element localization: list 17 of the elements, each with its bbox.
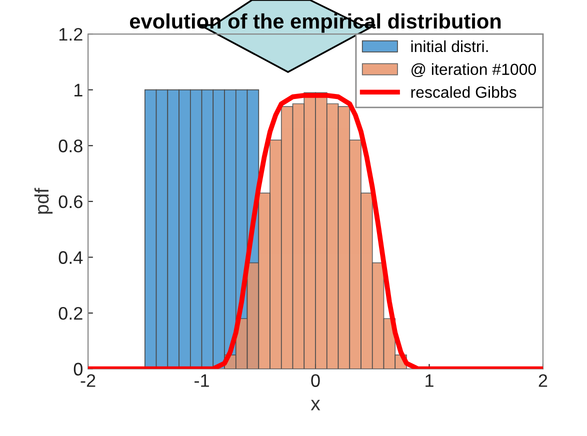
x-tick-label: 2	[538, 374, 548, 387]
y-tick-label: 0.6	[58, 195, 82, 208]
y-axis-title: pdf	[34, 188, 53, 214]
legend-label: initial distri.	[411, 40, 488, 52]
y-tick-label: 1	[74, 84, 82, 96]
y-tick-label: 1.2	[59, 28, 82, 41]
x-tick-label: -1	[194, 374, 209, 387]
legend-label: @ iteration #1000	[412, 63, 536, 78]
x-tick-label: 0	[311, 374, 320, 387]
x-tick-label: 1	[426, 374, 434, 387]
y-tick-label: 0.4	[58, 251, 83, 264]
legend-label: rescaled Gibbs	[411, 86, 516, 98]
x-tick-label: -2	[80, 374, 96, 387]
y-tick-label: 0.8	[58, 140, 82, 152]
y-tick-label: 0	[74, 362, 82, 376]
y-tick-label: 0.2	[58, 306, 82, 320]
x-axis-title: x	[310, 400, 320, 410]
